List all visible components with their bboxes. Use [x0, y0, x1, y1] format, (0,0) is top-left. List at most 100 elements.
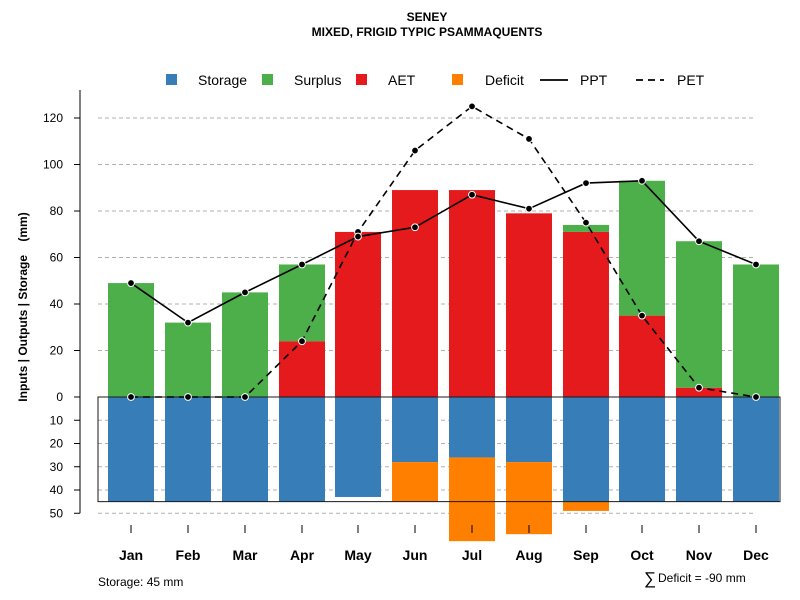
surplus-bar-feb	[165, 322, 211, 397]
pet-line-point-apr	[298, 337, 306, 346]
x-tick-label-nov: Nov	[686, 547, 713, 563]
pet-line-point-oct	[638, 311, 646, 320]
storage-bar-jul	[449, 397, 495, 458]
pet-line-point-mar	[241, 393, 249, 401]
axes: 0 20 40 60 80 100 120 10 20 30 40 50 Jan Feb Mar Apr May…	[43, 90, 769, 563]
ppt-line	[130, 179, 757, 324]
ppt-line-point-jun	[411, 223, 419, 232]
pet-line-point-feb	[184, 393, 192, 401]
storage-bar-feb	[165, 397, 211, 502]
y-tick-label-40: 40	[50, 297, 64, 311]
legend-label-pet: PET	[677, 72, 705, 88]
pet-line-point-aug	[525, 135, 533, 143]
y-tick-label-0: 0	[56, 390, 63, 404]
surplus-bar-oct	[619, 180, 665, 316]
aet-bar-oct	[619, 315, 665, 397]
y-tick-label-neg-40: 40	[50, 483, 64, 497]
surplus-bar-dec	[733, 264, 779, 397]
x-tick-label-may: May	[344, 547, 371, 563]
storage-bar-aug	[506, 397, 552, 463]
surplus-bar-apr	[279, 264, 325, 342]
chart-title: SENEY	[407, 10, 448, 24]
x-tick-label-jul: Jul	[462, 547, 482, 563]
footer-sigma-symbol: ∑	[644, 569, 656, 588]
x-tick-label-feb: Feb	[176, 547, 201, 563]
y-tick-label-100: 100	[43, 158, 63, 172]
ppt-line-point-sep	[582, 179, 590, 188]
legend-swatch-deficit	[452, 74, 463, 85]
y-tick-label-neg-50: 50	[50, 506, 64, 520]
storage-frame	[97, 396, 781, 503]
surplus-bar-nov	[676, 241, 722, 388]
x-tick-label-jun: Jun	[403, 547, 428, 563]
ppt-line-point-feb	[184, 318, 192, 327]
footer-deficit: Deficit = -90 mm	[658, 571, 746, 585]
ppt-line-point-mar	[241, 288, 249, 297]
legend-swatch-storage	[166, 74, 177, 85]
y-tick-label-120: 120	[43, 111, 63, 125]
y-tick-label-neg-30: 30	[50, 460, 64, 474]
x-tick-label-mar: Mar	[233, 547, 258, 563]
x-tick-label-apr: Apr	[290, 547, 315, 563]
storage-bar-may	[335, 397, 381, 497]
surplus-bar-sep	[563, 224, 609, 232]
deficit-bar-aug	[506, 462, 552, 535]
surplus-bar-jan	[108, 283, 154, 397]
y-tick-label-neg-20: 20	[50, 437, 64, 451]
aet-bar-jun	[392, 190, 438, 397]
pet-line-point-jun	[411, 146, 419, 155]
pet-line-point-sep	[582, 218, 590, 227]
storage-bar-mar	[222, 397, 268, 502]
chart-subtitle: MIXED, FRIGID TYPIC PSAMMAQUENTS	[312, 25, 543, 39]
storage-bar-nov	[676, 397, 722, 502]
pet-line-point-dec	[752, 393, 760, 401]
ppt-line-point-jan	[127, 279, 135, 287]
legend-label-surplus: Surplus	[294, 72, 341, 88]
pet-line-point-jul	[468, 102, 476, 111]
aet-bar-nov	[676, 387, 722, 397]
ppt-line-point-jul	[468, 190, 476, 199]
storage-bar-apr	[279, 397, 325, 502]
ppt-line-point-oct	[638, 176, 646, 185]
x-tick-label-dec: Dec	[743, 547, 769, 563]
aet-bar-sep	[563, 231, 609, 397]
aet-bar-may	[335, 231, 381, 397]
legend-label-ppt: PPT	[580, 72, 608, 88]
storage-bar-jun	[392, 397, 438, 463]
y-tick-label-60: 60	[50, 251, 64, 265]
storage-bar-dec	[733, 397, 779, 502]
deficit-bar-jun	[392, 462, 438, 502]
ppt-line-point-nov	[695, 237, 703, 246]
x-tick-label-sep: Sep	[573, 547, 599, 563]
legend-label-aet: AET	[388, 72, 416, 88]
deficit-bar-sep	[563, 501, 609, 511]
series-lines	[127, 102, 760, 401]
footer-storage: Storage: 45 mm	[98, 575, 183, 589]
y-tick-label-neg-10: 10	[50, 413, 64, 427]
legend-swatch-surplus	[262, 74, 273, 85]
pet-line-point-jan	[127, 393, 135, 401]
legend-swatch-aet	[356, 74, 367, 85]
storage-bar-oct	[619, 397, 665, 502]
x-tick-label-oct: Oct	[630, 547, 654, 563]
y-tick-label-20: 20	[50, 344, 64, 358]
aet-bar-aug	[506, 213, 552, 397]
aet-bar-jul	[449, 190, 495, 397]
storage-capacity-frame	[97, 396, 781, 503]
storage-bar-sep	[563, 397, 609, 502]
ppt-line-point-may	[354, 232, 362, 241]
legend-label-storage: Storage	[198, 72, 247, 88]
ppt-line-point-aug	[525, 204, 533, 213]
y-axis-label: Inputs | Outputs | Storage (mm)	[16, 212, 30, 401]
x-tick-label-aug: Aug	[515, 547, 542, 563]
pet-line-point-nov	[695, 383, 703, 392]
legend-label-deficit: Deficit	[485, 72, 524, 88]
bar-marks	[108, 180, 779, 542]
aet-bar-apr	[279, 341, 325, 397]
surplus-bar-mar	[222, 292, 268, 397]
x-tick-label-jan: Jan	[119, 547, 143, 563]
ppt-line-point-dec	[752, 260, 760, 269]
storage-bar-jan	[108, 397, 154, 502]
legend: Storage Surplus AET Deficit PPT PET	[166, 72, 705, 88]
